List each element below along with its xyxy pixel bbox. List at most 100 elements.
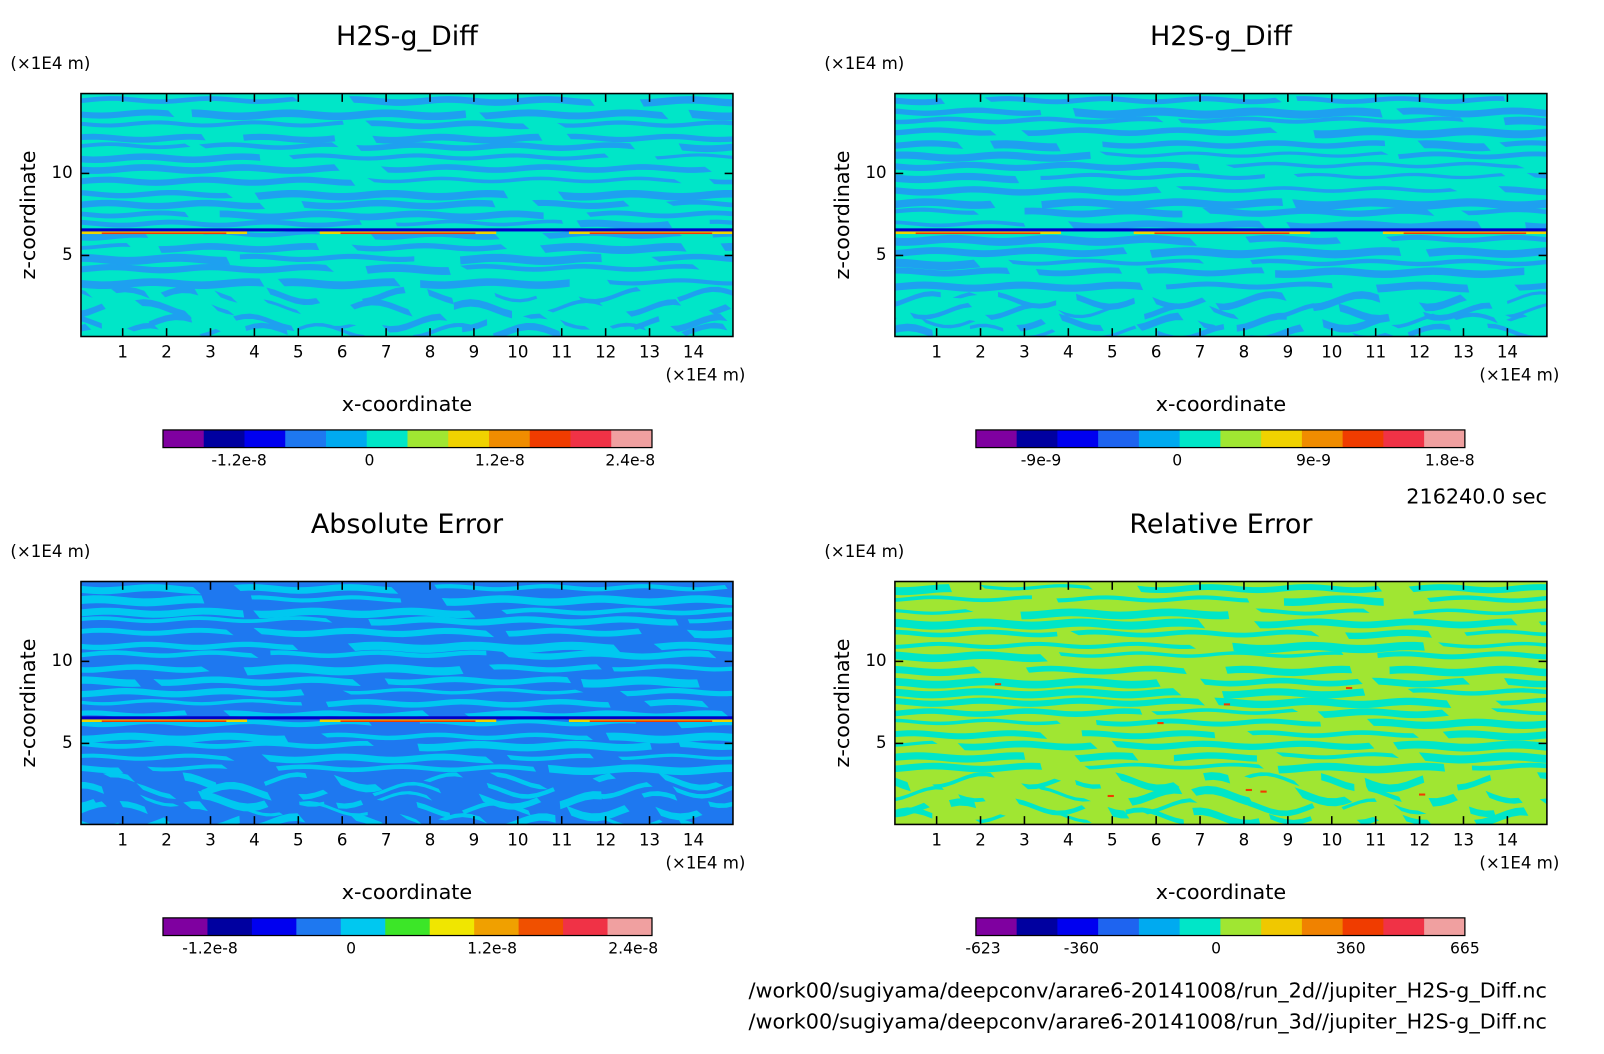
contour-region (1292, 198, 1547, 210)
contour-region (80, 595, 205, 607)
contour-region (1128, 785, 1183, 806)
contour-region (333, 774, 383, 793)
contour-region (1364, 775, 1425, 793)
contour-region (412, 322, 476, 337)
x-tick-label: 5 (293, 343, 304, 362)
colorbar-swatch (518, 917, 564, 936)
contour-region (80, 153, 261, 164)
contour-region (80, 584, 202, 595)
contour-region (423, 772, 464, 783)
contour-region (80, 289, 93, 298)
contour-region (1151, 708, 1299, 715)
contour-region (460, 264, 700, 272)
contour-region (639, 96, 733, 107)
contour-region (80, 641, 299, 651)
contour-region (80, 142, 191, 150)
x-tick-label: 10 (1321, 343, 1342, 362)
contour-region (501, 607, 733, 616)
contour-region (1020, 608, 1230, 620)
contour-region (957, 740, 1098, 751)
contour-region (894, 688, 1182, 699)
x-tick-label: 8 (425, 343, 436, 362)
contour-region (1125, 807, 1184, 825)
x-tick-label: 13 (1453, 343, 1474, 362)
colorbar-swatch (1179, 917, 1221, 936)
contour-region (644, 699, 709, 708)
contour-field (80, 581, 733, 825)
contour-region (653, 641, 733, 652)
contour-region (641, 791, 678, 801)
contour-region (1018, 329, 1056, 337)
file-path: /work00/sugiyama/deepconv/arare6-2014100… (749, 1010, 1547, 1035)
contour-region (183, 801, 209, 812)
contour-region (453, 299, 513, 319)
contour-region (1490, 708, 1547, 715)
contour-region (1101, 325, 1137, 337)
contour-region (147, 764, 228, 772)
contour-region (1208, 305, 1239, 320)
colorbar-label: -1.2e-8 (182, 940, 237, 958)
contour-region (500, 650, 717, 660)
contour-region (1107, 806, 1130, 819)
colorbar-label: -1.2e-8 (211, 452, 266, 470)
x-tick-label: 5 (293, 831, 304, 850)
y-tick-label: 10 (865, 163, 886, 182)
contour-region (894, 220, 1026, 228)
contour-region (486, 782, 555, 799)
contour-region (372, 133, 543, 144)
contour-region (969, 323, 1004, 332)
colorbar-frame (975, 917, 1466, 937)
contour-region (894, 718, 1061, 726)
colorbar-label: -360 (1064, 940, 1099, 958)
contour-region (80, 242, 131, 250)
contour-region (1351, 332, 1394, 337)
contour-region (657, 772, 724, 791)
contour-region (1236, 312, 1287, 332)
contour-region (894, 186, 1162, 196)
contour-region (1456, 774, 1492, 791)
x-tick-label: 14 (1497, 343, 1518, 362)
contour-region (229, 801, 283, 817)
contour-field (894, 581, 1547, 825)
contour-region (547, 764, 733, 776)
contour-region (325, 699, 611, 708)
colorbar-swatch (1220, 429, 1262, 448)
contour-region (894, 140, 964, 149)
contour-region (355, 142, 636, 151)
contour-region (997, 291, 1057, 309)
colorbar-label: -9e-9 (1021, 452, 1062, 470)
contour-region (1294, 787, 1353, 807)
contour-region (994, 683, 1002, 686)
contour-region (80, 315, 102, 329)
contour-region (1024, 207, 1183, 218)
contour-region (1021, 778, 1062, 790)
contour-region (1505, 303, 1547, 318)
contour-region (1356, 816, 1380, 825)
x-tick-label: 14 (1497, 831, 1518, 850)
contour-region (1008, 258, 1205, 266)
contour-region (441, 595, 733, 606)
contour-region (932, 772, 995, 789)
plot-frame (894, 92, 1548, 338)
contour-region (254, 189, 509, 201)
contour-region (266, 287, 321, 306)
contour-region (1514, 282, 1547, 291)
contour-region (1366, 718, 1547, 729)
contour-region (148, 313, 193, 328)
colorbar-swatch (429, 917, 475, 936)
contour-region (1115, 772, 1180, 792)
contour-region (340, 720, 476, 722)
x-tick-label: 10 (1321, 831, 1342, 850)
y-axis-label: z-coordinate (16, 150, 40, 279)
contour-region (80, 801, 107, 814)
contour-region (136, 783, 177, 799)
contour-region (80, 676, 141, 687)
contour-region (1136, 312, 1184, 331)
contour-region (619, 688, 733, 697)
colorbar-swatch (203, 429, 246, 448)
contour-region (1067, 220, 1266, 231)
contour-region (298, 789, 329, 800)
contour-region (1268, 813, 1313, 825)
x-tick-label: 7 (381, 831, 392, 850)
contour-region (80, 616, 333, 624)
